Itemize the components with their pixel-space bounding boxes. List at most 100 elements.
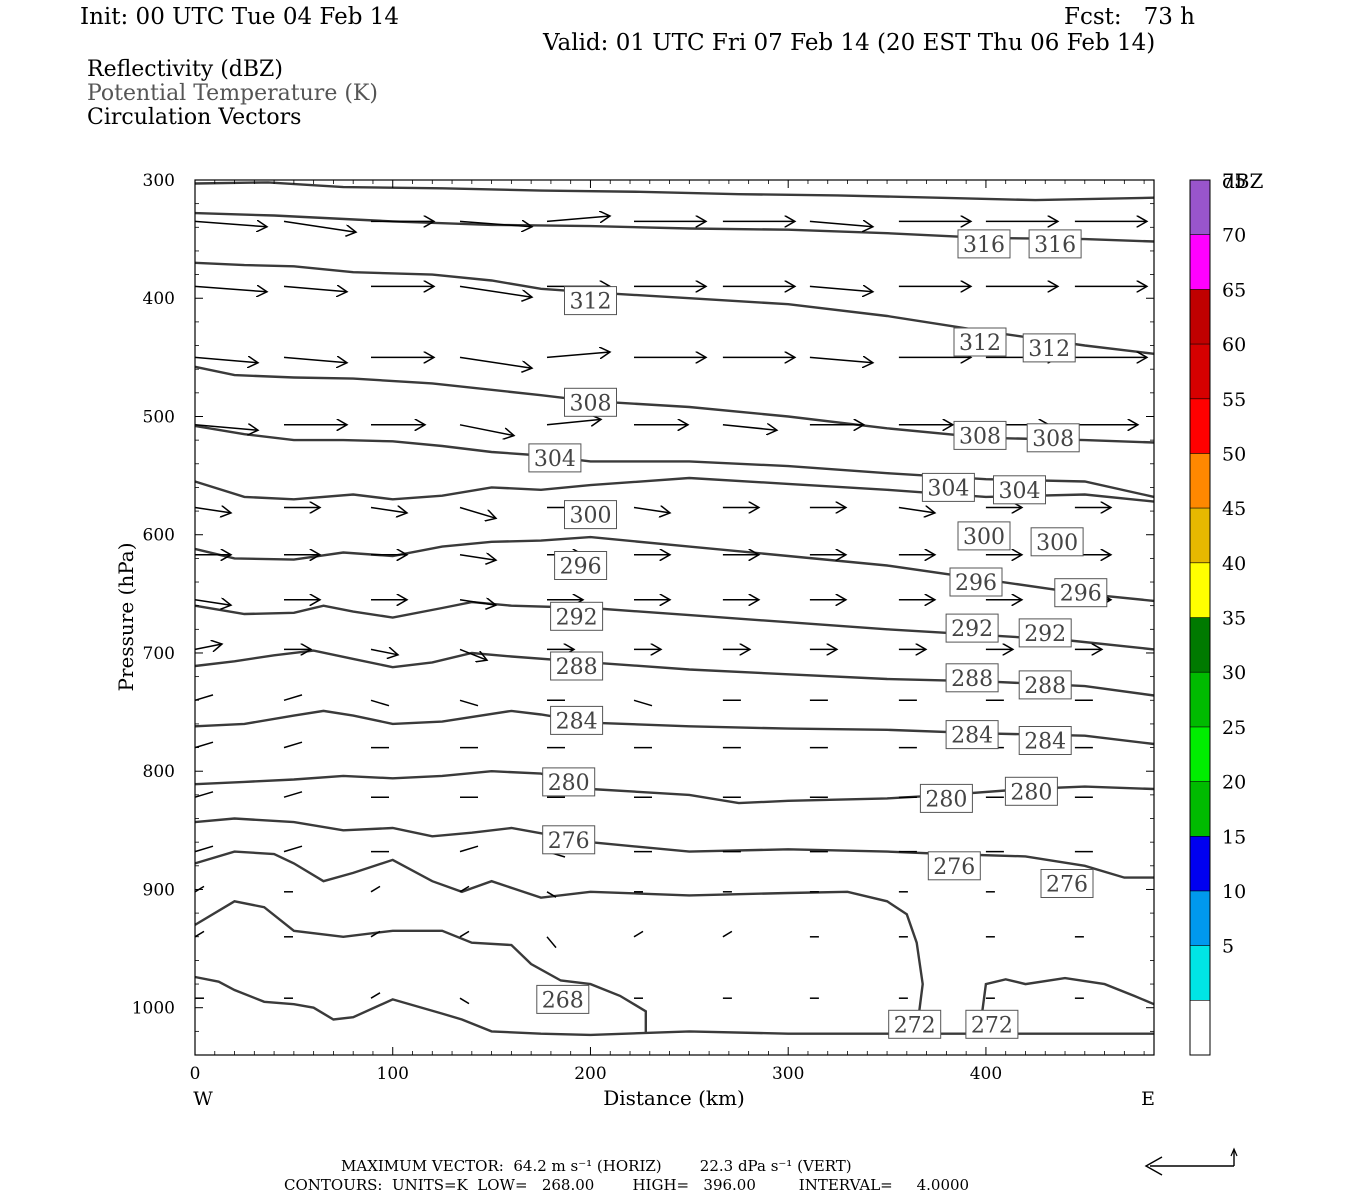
circulation-vector	[459, 506, 496, 519]
contour-label: 304	[528, 443, 582, 473]
y-tick-label: 700	[143, 644, 175, 664]
contour-label: 280	[542, 767, 596, 797]
circulation-vector	[898, 508, 935, 513]
svg-text:304: 304	[534, 447, 576, 472]
colorbar-swatch	[1190, 726, 1210, 782]
y-tick-label: 900	[143, 880, 175, 900]
circulation-vector	[370, 508, 407, 513]
colorbar-swatch	[1190, 562, 1210, 618]
svg-text:280: 280	[548, 771, 590, 796]
circulation-vector	[194, 694, 214, 702]
contour-label: 292	[945, 613, 999, 643]
colorbar-level-label: 75	[1222, 170, 1246, 192]
colorbar-level-label: 60	[1222, 334, 1246, 356]
svg-text:312: 312	[959, 331, 1001, 356]
svg-text:284: 284	[951, 724, 993, 749]
contour-label: 308	[564, 387, 617, 417]
contour-line-284	[194, 709, 1155, 746]
y-tick-label: 500	[143, 407, 175, 427]
circulation-vector	[283, 220, 356, 232]
contour-info-note: CONTOURS: UNITS=K LOW= 268.00 HIGH= 396.…	[284, 1176, 970, 1194]
colorbar-swatch	[1190, 289, 1210, 345]
contour-label: 284	[945, 720, 999, 750]
colorbar-level-label: 50	[1222, 443, 1246, 465]
contour-label: 304	[993, 475, 1046, 505]
x-axis-title: Distance (km)	[603, 1086, 745, 1110]
circulation-vector	[194, 221, 267, 226]
colorbar-level-label: 55	[1222, 389, 1246, 411]
x-tick-label: 200	[574, 1064, 606, 1084]
circulation-vector	[459, 555, 496, 560]
circulation-vector	[459, 221, 532, 226]
contour-label: 312	[953, 327, 1007, 357]
field-circulation-vectors: Circulation Vectors	[87, 105, 302, 130]
circulation-vector	[370, 992, 381, 999]
contour-label: 300	[957, 521, 1011, 551]
svg-text:300: 300	[1036, 531, 1078, 556]
colorbar-level-label: 15	[1222, 826, 1246, 848]
svg-text:276: 276	[1046, 873, 1088, 898]
contour-line-316	[194, 211, 1155, 243]
contour-label: 280	[919, 783, 973, 813]
circulation-vector	[194, 600, 231, 605]
circulation-vector	[194, 930, 205, 938]
svg-text:308: 308	[1032, 427, 1074, 452]
circulation-vector	[633, 508, 670, 513]
colorbar-level-label: 40	[1222, 553, 1246, 575]
colorbar-swatch	[1190, 890, 1210, 946]
circulation-vector	[194, 791, 214, 798]
colorbar-level-label: 20	[1222, 772, 1246, 794]
circulation-vector	[459, 424, 514, 436]
svg-text:280: 280	[925, 787, 967, 812]
x-tick-label: 100	[377, 1064, 409, 1084]
contour-label: 276	[927, 851, 981, 881]
colorbar-level-label: 65	[1222, 279, 1246, 301]
colorbar-swatch	[1190, 617, 1210, 673]
svg-text:276: 276	[548, 829, 590, 854]
circulation-vector	[459, 930, 470, 938]
contour-label: 296	[554, 551, 608, 580]
y-tick-label: 300	[143, 171, 175, 191]
circulation-vector	[283, 791, 303, 798]
svg-text:312: 312	[1028, 337, 1070, 362]
field-potential-temperature: Potential Temperature (K)	[87, 81, 378, 106]
circulation-vector	[283, 741, 303, 749]
svg-text:316: 316	[963, 233, 1005, 258]
x-tick-label: 0	[190, 1064, 201, 1084]
svg-text:304: 304	[927, 476, 969, 501]
circulation-vector	[459, 885, 470, 893]
max-vector-note: MAXIMUM VECTOR: 64.2 m s⁻¹ (HORIZ) 22.3 …	[341, 1157, 852, 1175]
contour-label: 276	[542, 825, 596, 855]
west-label: W	[193, 1088, 213, 1110]
svg-text:292: 292	[556, 605, 598, 630]
valid-time: Valid: 01 UTC Fri 07 Feb 14 (20 EST Thu …	[543, 30, 1156, 56]
colorbar-swatch	[1190, 836, 1210, 891]
contour-label: 272	[965, 1009, 1019, 1039]
y-axis-title: Pressure (hPa)	[114, 543, 138, 692]
y-tick-label: 800	[143, 762, 175, 782]
circulation-vector	[283, 286, 347, 291]
svg-text:284: 284	[1024, 730, 1066, 755]
svg-text:272: 272	[894, 1013, 936, 1038]
svg-text:300: 300	[963, 525, 1005, 550]
contour-line-312	[194, 261, 1155, 355]
svg-text:288: 288	[951, 667, 993, 692]
circulation-vector	[633, 930, 644, 938]
axes: 0 100 200 300 400 300 400 500 600 700 800 900 1000	[132, 171, 1154, 1084]
circulation-vector	[809, 286, 873, 291]
colorbar-level-label: 35	[1222, 608, 1246, 630]
forecast-hour: Fcst: 73 h	[1064, 4, 1195, 30]
circulation-vector	[194, 286, 267, 291]
contour-line-272	[194, 850, 924, 1032]
colorbar-swatch	[1190, 344, 1210, 399]
colorbar-title: dBZ	[1222, 169, 1264, 193]
contour-label: 300	[564, 500, 617, 530]
svg-text:280: 280	[1010, 780, 1052, 805]
circulation-vector	[633, 699, 653, 707]
circulation-vector	[283, 357, 347, 362]
y-tick-label: 1000	[132, 999, 175, 1019]
colorbar-swatch	[1190, 180, 1210, 235]
contour-label: 272	[888, 1009, 942, 1039]
svg-text:288: 288	[556, 655, 598, 680]
circulation-vector	[370, 930, 381, 938]
